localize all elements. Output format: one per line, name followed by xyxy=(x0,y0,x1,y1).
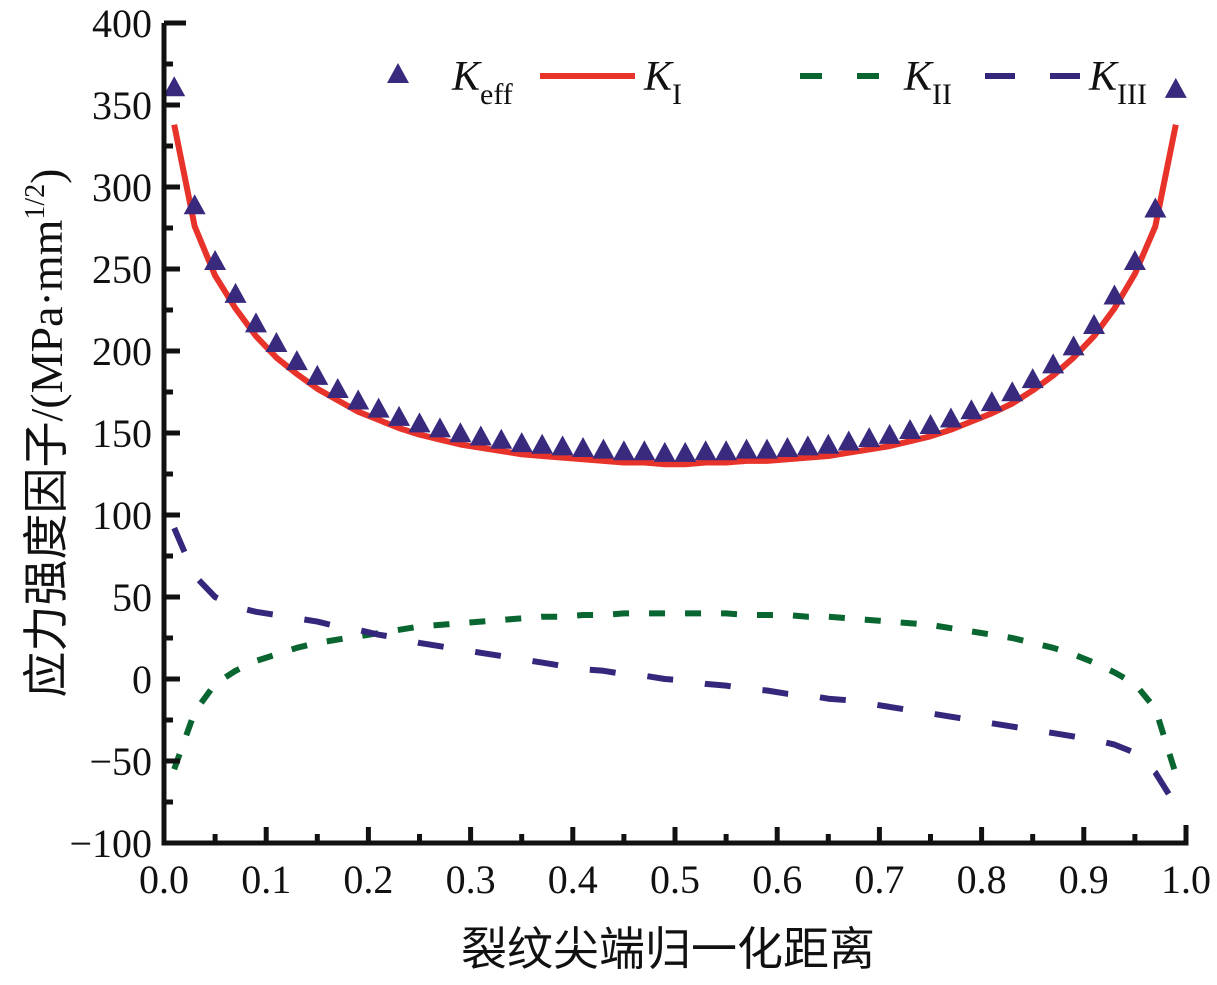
y-tick-label: 50 xyxy=(112,575,152,620)
series-line-k-i xyxy=(171,124,1179,468)
y-tick-label: 150 xyxy=(92,411,152,456)
marker-k-eff xyxy=(285,350,308,371)
marker-k-eff xyxy=(694,440,717,461)
marker-k-eff xyxy=(449,422,472,443)
x-tick-label: 0.5 xyxy=(650,857,700,902)
y-tick-label: −50 xyxy=(89,739,152,784)
marker-k-eff xyxy=(653,441,676,462)
marker-k-eff xyxy=(1042,353,1065,374)
marker-k-eff xyxy=(428,417,451,438)
marker-k-eff xyxy=(1123,250,1146,271)
marker-k-eff xyxy=(960,399,983,420)
legend-label: Keff xyxy=(451,54,513,111)
y-tick-label: 300 xyxy=(92,165,152,210)
marker-k-eff xyxy=(796,435,819,456)
legend-item-k-i: KI xyxy=(540,54,682,111)
marker-k-eff xyxy=(1021,368,1044,389)
y-axis-title: 应力强度因子/(MPa·mm1/2) xyxy=(20,169,72,698)
marker-k-eff xyxy=(531,433,554,454)
marker-k-eff xyxy=(858,427,881,448)
svg-text:应力强度因子/(MPa·mm1/2): 应力强度因子/(MPa·mm1/2) xyxy=(20,169,72,698)
marker-k-eff xyxy=(1001,381,1024,402)
y-tick-label: −100 xyxy=(69,821,152,866)
x-tick-label: 0.8 xyxy=(957,857,1007,902)
axis-lines xyxy=(161,23,1189,846)
x-tick-label: 1.0 xyxy=(1161,857,1211,902)
marker-k-eff xyxy=(817,433,840,454)
legend-triangle-icon xyxy=(387,63,409,83)
series-line-k-ii xyxy=(171,610,1179,775)
legend: Keff KI KII KIII xyxy=(387,54,1147,111)
y-tick-label: 0 xyxy=(132,657,152,702)
marker-k-eff xyxy=(715,440,738,461)
series-line-k-iii xyxy=(171,526,1179,807)
legend-item-k-iii: KIII xyxy=(985,54,1147,111)
marker-k-eff xyxy=(326,377,349,398)
marker-k-eff xyxy=(899,418,922,439)
y-tick-label: 350 xyxy=(92,83,152,128)
x-tick-label: 0.2 xyxy=(343,857,393,902)
y-axis-title-main: 应力强度因子/(MPa·mm xyxy=(21,219,72,697)
marker-k-eff xyxy=(408,412,431,433)
marker-k-eff xyxy=(551,435,574,456)
marker-k-eff xyxy=(1144,197,1167,218)
x-tick-label: 0.4 xyxy=(548,857,598,902)
x-axis-title: 裂纹尖端归一化距离 xyxy=(461,924,875,975)
marker-k-eff xyxy=(1103,284,1126,305)
marker-k-eff xyxy=(980,391,1003,412)
legend-label: KII xyxy=(903,54,952,111)
x-tick-label: 0.7 xyxy=(854,857,904,902)
y-tick-label: 100 xyxy=(92,493,152,538)
x-tick-label: 0.0 xyxy=(139,857,189,902)
marker-k-eff xyxy=(469,425,492,446)
marker-k-eff xyxy=(592,438,615,459)
marker-k-eff xyxy=(755,438,778,459)
marker-k-eff xyxy=(224,282,247,303)
x-tick-label: 0.9 xyxy=(1059,857,1109,902)
legend-label: KIII xyxy=(1088,54,1147,111)
marker-k-eff xyxy=(183,194,206,215)
marker-k-eff xyxy=(878,423,901,444)
marker-k-eff xyxy=(244,312,267,333)
marker-k-eff xyxy=(1164,77,1187,98)
marker-k-eff xyxy=(163,76,186,97)
x-tick-label: 0.6 xyxy=(752,857,802,902)
marker-k-eff xyxy=(939,407,962,428)
y-tick-label: 400 xyxy=(92,1,152,46)
x-tick-label: 0.1 xyxy=(241,857,291,902)
marker-k-eff xyxy=(735,438,758,459)
plot-area xyxy=(163,76,1187,807)
marker-k-eff xyxy=(776,437,799,457)
marker-k-eff xyxy=(510,432,533,453)
marker-k-eff xyxy=(367,397,390,418)
marker-k-eff xyxy=(919,414,942,435)
marker-k-eff xyxy=(837,430,860,451)
legend-item-k-ii: KII xyxy=(800,54,952,111)
legend-label: KI xyxy=(643,54,682,111)
marker-k-eff xyxy=(1062,335,1085,356)
marker-k-eff xyxy=(306,364,329,385)
marker-k-eff xyxy=(204,250,227,271)
marker-k-eff xyxy=(633,440,656,461)
marker-k-eff xyxy=(265,332,288,353)
y-axis-title-close: ) xyxy=(21,169,72,184)
legend-item-k-eff: Keff xyxy=(387,54,513,111)
marker-k-eff xyxy=(572,437,595,457)
marker-k-eff xyxy=(490,428,513,449)
marker-k-eff xyxy=(347,389,370,410)
y-axis-title-superscript: 1/2 xyxy=(20,184,51,220)
x-tick-label: 0.3 xyxy=(446,857,496,902)
y-tick-label: 250 xyxy=(92,247,152,292)
y-tick-label: 200 xyxy=(92,329,152,374)
marker-k-eff xyxy=(674,441,697,462)
marker-k-eff xyxy=(1083,314,1106,334)
marker-k-eff xyxy=(388,405,411,426)
marker-k-eff xyxy=(612,440,635,461)
